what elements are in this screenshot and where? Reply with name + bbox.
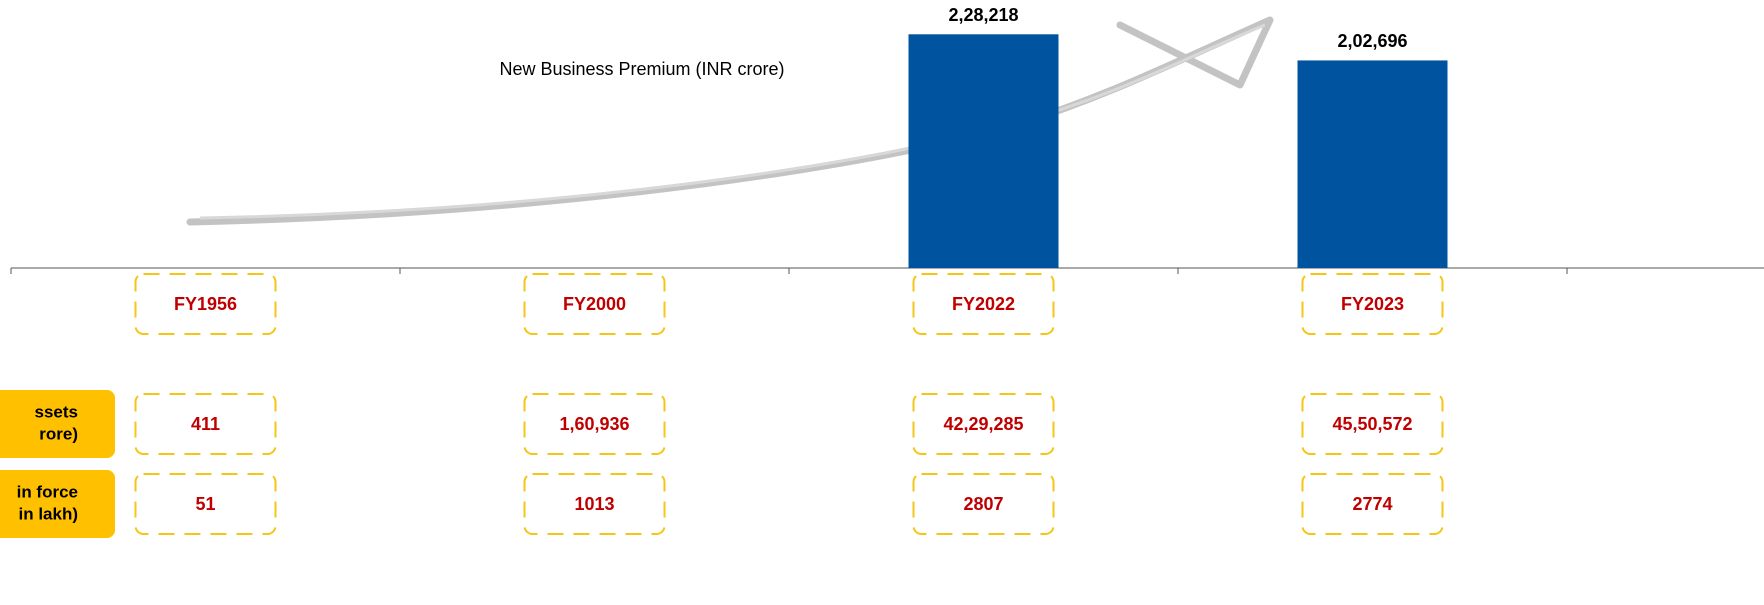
value-box	[912, 393, 1055, 455]
cell-value: 1013	[574, 494, 614, 514]
bar	[908, 34, 1059, 269]
row-label-box	[0, 470, 115, 538]
cell-value: 45,50,572	[1332, 414, 1412, 434]
row-label: ssets	[35, 402, 78, 421]
x-tick-label: FY1956	[174, 294, 237, 314]
cell-value: 1,60,936	[559, 414, 629, 434]
cell-value: 51	[195, 494, 215, 514]
value-box	[134, 393, 277, 455]
value-box	[912, 473, 1055, 535]
x-tick-label: FY2022	[952, 294, 1015, 314]
value-box	[1301, 393, 1444, 455]
chart-title: New Business Premium (INR crore)	[499, 59, 784, 79]
value-box	[523, 393, 666, 455]
value-box	[134, 473, 277, 535]
cell-value: 2774	[1352, 494, 1392, 514]
row-label: rore)	[39, 424, 78, 443]
category-box	[134, 273, 277, 335]
data-label: 2,28,218	[948, 5, 1018, 25]
row-label: in lakh)	[18, 504, 78, 523]
data-label: 2,02,696	[1337, 31, 1407, 51]
trend-arrow	[186, 16, 1274, 226]
row-label-box	[0, 390, 115, 458]
bar	[1297, 60, 1448, 268]
value-box	[1301, 473, 1444, 535]
value-box	[523, 473, 666, 535]
row-label: in force	[17, 482, 78, 501]
cell-value: 42,29,285	[943, 414, 1023, 434]
category-box	[1301, 273, 1444, 335]
x-tick-label: FY2000	[563, 294, 626, 314]
cell-value: 2807	[963, 494, 1003, 514]
x-tick-label: FY2023	[1341, 294, 1404, 314]
category-box	[523, 273, 666, 335]
category-box	[912, 273, 1055, 335]
cell-value: 411	[191, 414, 220, 434]
trend-arrow-highlight	[199, 23, 1266, 220]
